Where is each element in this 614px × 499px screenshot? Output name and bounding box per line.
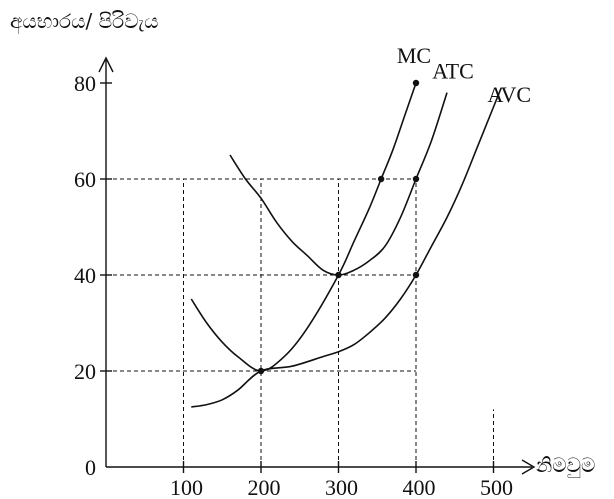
intersection-point [412, 271, 420, 279]
y-axis-arrow [98, 56, 114, 73]
y-tick-label: 20 [74, 359, 96, 384]
intersection-points [257, 79, 420, 375]
avc-curve-label: AVC [487, 82, 531, 107]
mc-curve [190, 82, 417, 372]
y-tick-label: 40 [74, 263, 96, 288]
y-axis-title: අයභාරය/ පිරිවැය [10, 9, 159, 34]
cost-curves [190, 82, 502, 408]
intersection-point [335, 271, 342, 279]
axes [98, 56, 536, 475]
mc-curve-label: MC [397, 43, 431, 68]
x-axis-title: නිමවුම [536, 453, 595, 479]
x-axis-arrow [521, 459, 536, 475]
x-tick-label: 500 [480, 475, 513, 499]
x-tick-label: 100 [170, 475, 203, 499]
avc-curve [191, 87, 502, 408]
axis-ticks: 0 20 40 60 80 100 200 300 400 500 [74, 71, 513, 499]
guide-lines [106, 178, 494, 467]
atc-curve-label: ATC [432, 59, 474, 84]
intersection-point [257, 367, 265, 375]
y-tick-label: 80 [74, 71, 96, 96]
y-tick-label: 0 [85, 455, 96, 480]
x-tick-label: 300 [325, 475, 358, 499]
intersection-point [412, 175, 420, 183]
y-tick-label: 60 [74, 167, 96, 192]
x-tick-label: 200 [248, 475, 281, 499]
intersection-point [412, 79, 420, 87]
intersection-point [377, 175, 385, 183]
x-tick-label: 400 [403, 475, 436, 499]
